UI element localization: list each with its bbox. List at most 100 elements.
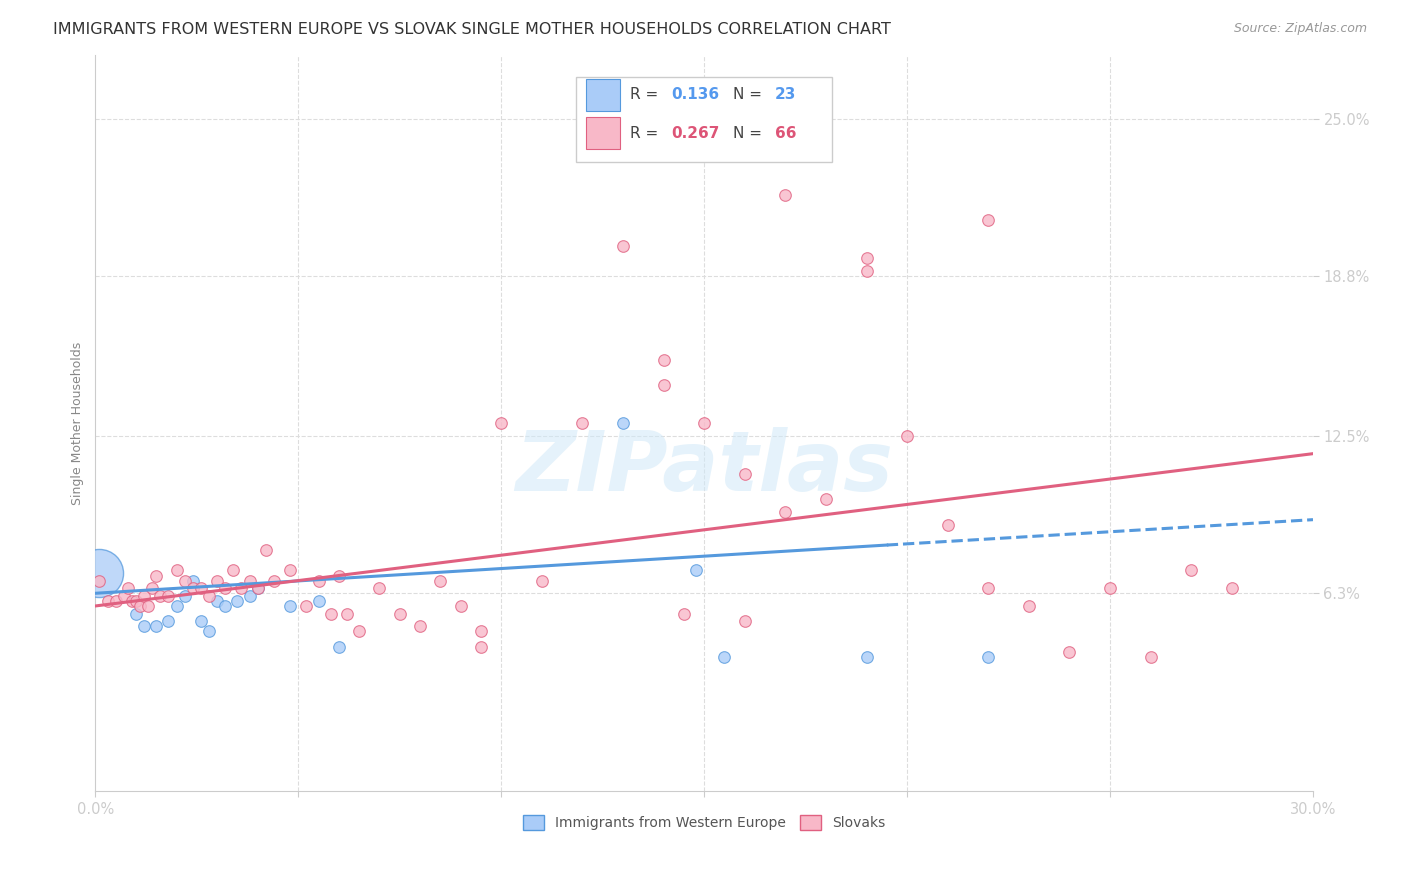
Point [1180, 563, 1202, 577]
Point [89, 566, 111, 580]
Point [190, 581, 212, 595]
Point [214, 581, 236, 595]
Text: R =: R = [630, 126, 664, 141]
Point [319, 607, 342, 621]
Point [117, 581, 139, 595]
Point [166, 563, 188, 577]
Point [977, 213, 1000, 227]
Point [145, 619, 167, 633]
Point [470, 640, 492, 654]
FancyBboxPatch shape [576, 78, 832, 161]
Point [855, 264, 877, 278]
Point [855, 649, 877, 664]
Point [254, 543, 277, 558]
Point [612, 416, 634, 430]
Text: ZIPatlas: ZIPatlas [515, 427, 893, 508]
Point [226, 594, 249, 608]
Point [571, 416, 593, 430]
Point [149, 589, 172, 603]
Point [734, 614, 756, 628]
Point [1099, 581, 1122, 595]
Point [96, 594, 118, 608]
Point [278, 599, 301, 613]
Point [141, 581, 163, 595]
Point [125, 607, 148, 621]
Point [685, 563, 707, 577]
Point [672, 607, 695, 621]
Point [896, 429, 918, 443]
Text: R =: R = [630, 87, 664, 103]
Point [855, 251, 877, 265]
Point [246, 581, 269, 595]
Point [181, 574, 204, 588]
Point [112, 589, 135, 603]
Point [181, 581, 204, 595]
Point [222, 563, 245, 577]
Point [145, 568, 167, 582]
Point [239, 589, 262, 603]
Point [198, 624, 221, 639]
Text: 0.136: 0.136 [671, 87, 720, 103]
Point [775, 187, 797, 202]
Point [775, 505, 797, 519]
Point [132, 589, 155, 603]
Point [652, 352, 675, 367]
Point [136, 599, 159, 613]
Point [173, 589, 195, 603]
Point [190, 614, 212, 628]
Point [612, 238, 634, 252]
Bar [586, 117, 620, 149]
Point [1139, 649, 1161, 664]
Y-axis label: Single Mother Households: Single Mother Households [72, 342, 84, 505]
Point [409, 619, 432, 633]
Text: 66: 66 [775, 126, 796, 141]
Point [470, 624, 492, 639]
Point [308, 574, 330, 588]
Point [1018, 599, 1040, 613]
Point [936, 517, 959, 532]
Bar [586, 78, 620, 112]
Point [173, 574, 195, 588]
Point [977, 581, 1000, 595]
Point [231, 581, 253, 595]
Point [198, 589, 221, 603]
Point [166, 599, 188, 613]
Point [157, 589, 180, 603]
Point [977, 649, 1000, 664]
Point [125, 594, 148, 608]
Point [530, 574, 553, 588]
Point [157, 614, 180, 628]
Point [814, 492, 837, 507]
Point [1220, 581, 1243, 595]
Point [205, 594, 228, 608]
Point [295, 599, 318, 613]
Point [132, 619, 155, 633]
Point [214, 599, 236, 613]
Text: Source: ZipAtlas.com: Source: ZipAtlas.com [1233, 22, 1367, 36]
Text: N =: N = [734, 126, 768, 141]
Point [336, 607, 359, 621]
Point [368, 581, 391, 595]
Text: N =: N = [734, 87, 768, 103]
Text: 0.267: 0.267 [671, 126, 720, 141]
Point [308, 594, 330, 608]
Point [129, 599, 152, 613]
Text: IMMIGRANTS FROM WESTERN EUROPE VS SLOVAK SINGLE MOTHER HOUSEHOLDS CORRELATION CH: IMMIGRANTS FROM WESTERN EUROPE VS SLOVAK… [53, 22, 891, 37]
Point [652, 378, 675, 392]
Point [278, 563, 301, 577]
Point [328, 640, 350, 654]
Point [489, 416, 512, 430]
Point [263, 574, 285, 588]
Point [388, 607, 411, 621]
Point [693, 416, 716, 430]
Point [734, 467, 756, 481]
Point [347, 624, 370, 639]
Legend: Immigrants from Western Europe, Slovaks: Immigrants from Western Europe, Slovaks [517, 810, 890, 836]
Point [121, 594, 143, 608]
Point [713, 649, 735, 664]
Point [1059, 645, 1081, 659]
Point [239, 574, 262, 588]
Point [450, 599, 472, 613]
Point [104, 594, 127, 608]
Point [246, 581, 269, 595]
